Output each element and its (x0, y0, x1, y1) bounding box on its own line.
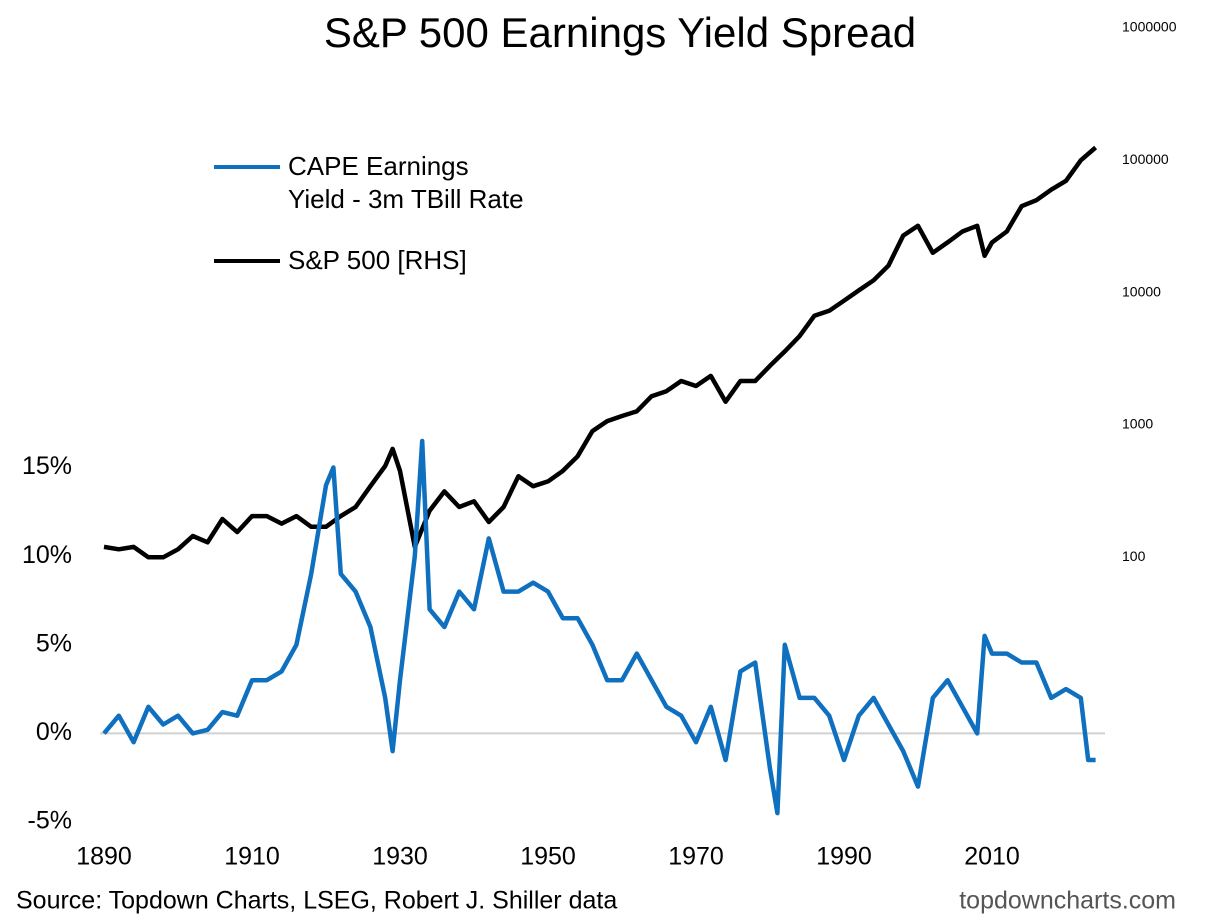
y-tick-label: 15% (22, 452, 72, 480)
legend-label: CAPE Earnings Yield - 3m TBill Rate (288, 151, 524, 214)
legend-item: CAPE Earnings Yield - 3m TBill Rate (214, 150, 524, 216)
x-tick-label: 1950 (520, 843, 576, 871)
legend: CAPE Earnings Yield - 3m TBill Rate S&P 5… (214, 150, 524, 305)
y-tick-label: 10% (22, 541, 72, 569)
legend-item: S&P 500 [RHS] (214, 244, 524, 277)
watermark: topdowncharts.com (959, 887, 1176, 915)
series-line (102, 438, 1096, 816)
legend-swatch (214, 165, 280, 169)
legend-label: S&P 500 [RHS] (288, 245, 467, 275)
x-tick-label: 1930 (372, 843, 428, 871)
y2-tick-label: 1000 (1122, 416, 1153, 432)
y-tick-label: 0% (36, 718, 72, 746)
y-tick-label: -5% (28, 807, 72, 835)
y2-tick-label: 100 (1122, 548, 1146, 564)
chart-title: S&P 500 Earnings Yield Spread (324, 9, 916, 56)
x-tick-label: 1910 (224, 843, 280, 871)
y-tick-label: 5% (36, 629, 72, 657)
source: Source: Topdown Charts, LSEG, Robert J. … (16, 887, 617, 915)
y2-tick-label: 1000000 (1122, 19, 1177, 35)
legend-swatch (214, 259, 280, 263)
y2-tick-label: 100000 (1122, 151, 1169, 167)
x-tick-label: 1970 (668, 843, 724, 871)
x-tick-label: 1990 (816, 843, 872, 871)
series-line (103, 145, 1098, 560)
x-tick-label: 2010 (964, 843, 1020, 871)
y2-tick-label: 10000 (1122, 283, 1161, 299)
x-tick-label: 1890 (76, 843, 132, 871)
